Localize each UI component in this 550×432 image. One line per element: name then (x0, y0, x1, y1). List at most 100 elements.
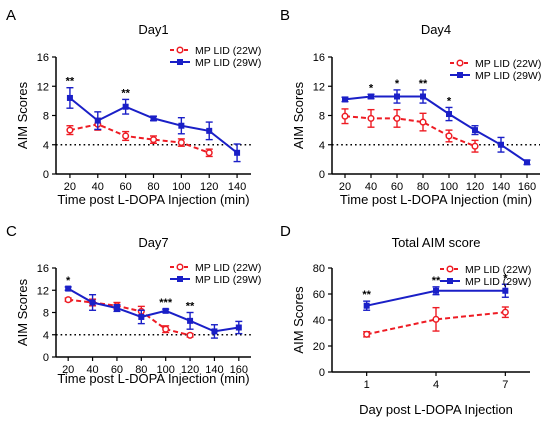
x-tick-label: 160 (230, 364, 248, 376)
significance-marker: *** (159, 297, 173, 309)
legend-label: MP LID (22W) (195, 45, 261, 57)
data-point (66, 94, 73, 101)
significance-marker: ** (186, 301, 195, 313)
data-point (502, 287, 509, 294)
panel-letter: B (280, 7, 290, 24)
data-point (501, 308, 509, 316)
significance-marker: * (503, 272, 508, 284)
significance-marker: ** (362, 289, 371, 301)
x-tick-label: 20 (64, 181, 76, 193)
x-tick-label: 160 (518, 181, 536, 193)
data-point (149, 136, 158, 144)
data-point (178, 122, 185, 129)
x-tick-label: 60 (111, 364, 123, 376)
data-point (342, 96, 348, 103)
x-tick-label: 100 (172, 181, 190, 193)
data-point (341, 112, 349, 120)
series-line (344, 115, 476, 148)
y-tick-label: 12 (37, 285, 49, 297)
x-tick-label: 140 (228, 181, 246, 193)
series-29w (363, 283, 509, 311)
data-point (122, 103, 129, 110)
significance-marker: ** (66, 76, 75, 88)
x-tick-label: 60 (120, 181, 132, 193)
panel-letter: A (6, 7, 16, 24)
x-tick-label: 140 (205, 364, 223, 376)
legend-swatch-marker (176, 46, 184, 54)
x-tick-label: 80 (147, 181, 159, 193)
significance-marker: * (447, 95, 452, 107)
y-tick-label: 40 (313, 315, 325, 327)
significance-marker: * (395, 78, 400, 90)
x-tick-label: 20 (62, 364, 74, 376)
data-point (363, 330, 371, 338)
legend-swatch-marker (447, 278, 453, 284)
data-point (122, 132, 130, 140)
panel-letter: D (280, 223, 291, 240)
significance-marker: * (66, 275, 71, 287)
x-tick-label: 40 (365, 181, 377, 193)
series-line (67, 287, 239, 333)
x-tick-label: 1 (364, 379, 370, 391)
x-tick-label: 4 (433, 379, 439, 391)
data-point (234, 149, 241, 156)
legend: MP LID (22W)MP LID (29W) (450, 58, 541, 82)
data-point (524, 159, 530, 166)
data-point (150, 115, 157, 122)
x-axis-label: Time post L-DOPA Injection (min) (340, 192, 532, 207)
series-29w (64, 285, 243, 339)
legend-swatch-marker (177, 59, 183, 65)
legend: MP LID (22W)MP LID (29W) (170, 45, 261, 69)
data-point (64, 296, 72, 304)
x-tick-label: 80 (417, 181, 429, 193)
y-tick-label: 4 (43, 330, 49, 342)
x-tick-label: 40 (86, 364, 98, 376)
series-line (69, 123, 210, 154)
y-tick-label: 60 (313, 289, 325, 301)
data-point (186, 331, 194, 339)
legend-swatch-marker (457, 72, 463, 78)
significance-marker: * (369, 82, 374, 94)
y-tick-label: 0 (43, 352, 49, 364)
series-22w (66, 117, 213, 158)
y-axis-label: AIM Scores (291, 81, 306, 149)
y-tick-label: 16 (37, 263, 49, 275)
data-point (445, 132, 453, 140)
data-point (138, 313, 145, 320)
legend-label: MP LID (22W) (195, 262, 261, 274)
data-point (363, 302, 370, 309)
data-point (367, 114, 375, 122)
data-point (65, 285, 72, 292)
significance-marker: ** (121, 87, 130, 99)
y-tick-label: 8 (43, 308, 49, 320)
x-tick-label: 60 (391, 181, 403, 193)
series-line (344, 95, 528, 164)
data-point (446, 111, 452, 118)
legend-label: MP LID (29W) (475, 70, 541, 82)
legend-label: MP LID (29W) (465, 276, 531, 288)
y-tick-label: 0 (319, 367, 325, 379)
data-point (472, 127, 478, 134)
y-tick-label: 12 (313, 81, 325, 93)
data-point (162, 307, 169, 314)
chart-title: Day4 (421, 22, 451, 37)
y-axis-label: AIM Scores (291, 286, 306, 354)
data-point (187, 317, 194, 324)
x-tick-label: 100 (157, 364, 175, 376)
x-tick-label: 80 (135, 364, 147, 376)
y-tick-label: 4 (43, 140, 49, 152)
x-axis-label: Time post L-DOPA Injection (min) (57, 371, 249, 386)
legend: MP LID (22W)MP LID (29W) (440, 264, 531, 288)
significance-marker: ** (419, 78, 428, 90)
y-tick-label: 12 (37, 81, 49, 93)
legend-swatch-marker (176, 263, 184, 271)
data-point (498, 141, 504, 148)
data-point (162, 325, 170, 333)
data-point (89, 299, 96, 306)
series-22w (363, 306, 509, 338)
legend-swatch-marker (177, 276, 183, 282)
data-point (211, 328, 218, 335)
